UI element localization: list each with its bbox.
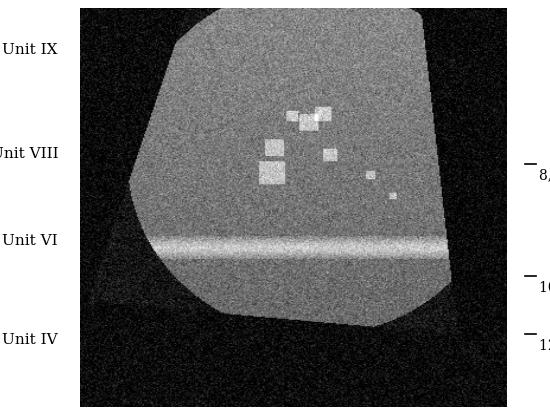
Text: 8,860 ± 180: 8,860 ± 180: [539, 168, 550, 182]
Text: Unit VI: Unit VI: [2, 234, 58, 248]
Text: Unit IV: Unit IV: [2, 333, 58, 347]
Text: Unit IX: Unit IX: [3, 43, 58, 57]
Text: Unit VIII: Unit VIII: [0, 146, 58, 161]
Text: 12,110 ± 240: 12,110 ± 240: [539, 338, 550, 352]
Text: 10,360 ± 200: 10,360 ± 200: [539, 280, 550, 294]
